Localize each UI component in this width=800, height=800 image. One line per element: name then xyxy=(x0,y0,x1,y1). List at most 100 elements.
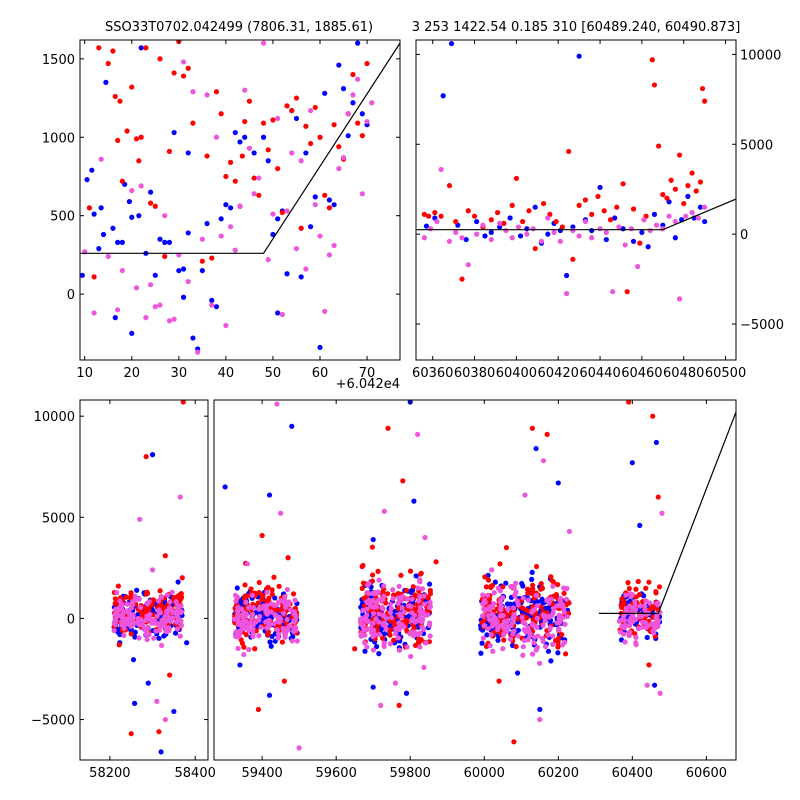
bottom-right-point-magenta xyxy=(376,619,382,625)
top-left-point-magenta xyxy=(279,311,285,318)
bottom-right-point-magenta xyxy=(364,599,370,605)
bottom-right-point-magenta xyxy=(535,633,541,639)
bottom-left-point-magenta xyxy=(112,616,119,622)
top-right-point-red xyxy=(702,98,708,104)
top-right-point-red xyxy=(614,204,620,210)
left-chart-title: SSO33T0702.042499 (7806.31, 1885.61) xyxy=(105,20,373,35)
bottom-right-point-blue xyxy=(362,648,368,654)
bottom-right-point-magenta xyxy=(531,640,537,646)
top-left-point-blue xyxy=(119,239,125,245)
top-left-point-blue xyxy=(171,129,177,136)
bottom-right-point-magenta xyxy=(264,625,270,631)
bottom-right-point-magenta xyxy=(291,619,298,625)
top-left-point-red xyxy=(117,98,123,104)
bottom-left-point-magenta xyxy=(130,601,136,608)
bottom-right-point-magenta xyxy=(481,622,487,629)
top-right-point-red xyxy=(601,208,607,214)
bottom-right-point-magenta xyxy=(423,640,429,646)
bottom-right-point-magenta xyxy=(420,609,426,615)
bottom-right-point-blue xyxy=(376,651,382,657)
bottom-left-point-magenta xyxy=(121,621,128,627)
bottom-right-point-red xyxy=(412,642,419,648)
top-right-point-magenta xyxy=(509,235,515,241)
bottom-right-point-magenta xyxy=(642,603,648,609)
top-right-point-red xyxy=(438,213,444,219)
bottom-right-point-red xyxy=(561,590,567,596)
top-right-point-magenta xyxy=(683,213,689,219)
bottom-right-point-red xyxy=(481,618,487,624)
bottom-right-point-magenta xyxy=(257,606,263,612)
bottom-right-point-blue xyxy=(484,632,490,638)
top-left-point-blue xyxy=(98,205,104,211)
bottom-right-point-red xyxy=(529,425,535,431)
top-left-point-magenta xyxy=(322,308,328,314)
bottom-right-point-magenta xyxy=(657,690,663,696)
bottom-right-point-magenta xyxy=(256,633,262,639)
bottom-right-point-red xyxy=(387,632,393,638)
top-left-point-magenta xyxy=(336,166,342,172)
bottom-right-point-magenta xyxy=(655,618,661,624)
top-left-point-blue xyxy=(89,167,95,173)
bottom-right-point-magenta xyxy=(566,528,573,535)
top-left-point-magenta xyxy=(227,224,234,230)
bottom-left-point-magenta xyxy=(121,632,127,638)
bottom-right-point-blue xyxy=(290,634,296,640)
bottom-right-scatter-plot: 59400 59600 59800 60000 60200 60400 60600 xyxy=(213,399,737,781)
bottom-right-point-red xyxy=(375,568,381,574)
bottom-left-point-magenta xyxy=(164,608,170,614)
bottom-right-point-magenta xyxy=(396,583,402,589)
bottom-left-point-red xyxy=(167,672,173,678)
bottom-right-point-blue xyxy=(373,644,380,650)
top-left-point-magenta xyxy=(307,107,314,114)
bottom-right-point-magenta xyxy=(396,647,403,653)
top-left-point-red xyxy=(152,203,158,209)
bottom-right-point-magenta xyxy=(397,611,403,617)
top-left-point-blue xyxy=(218,216,224,222)
bottom-right-point-red xyxy=(562,651,569,657)
top-left-point-red xyxy=(185,65,191,71)
top-left-point-magenta xyxy=(298,158,304,164)
bottom-right-point-magenta xyxy=(510,615,516,621)
bottom-right-point-magenta xyxy=(559,642,566,648)
bottom-right-point-magenta xyxy=(495,585,501,591)
bottom-right-point-blue xyxy=(411,498,417,504)
top-left-point-blue xyxy=(91,211,97,217)
bottom-right-point-red xyxy=(385,425,391,431)
right-chart-title: 3 253 1422.54 0.185 310 [60489.240, 6049… xyxy=(412,20,741,35)
bottom-right-point-magenta xyxy=(381,508,387,514)
top-right-ytick-label: 5000 xyxy=(740,138,773,153)
top-right-point-magenta xyxy=(570,227,576,234)
bottom-right-point-magenta xyxy=(233,598,239,604)
bottom-left-point-magenta xyxy=(138,604,144,611)
bottom-right-point-red xyxy=(271,574,277,580)
top-right-point-blue xyxy=(589,227,595,234)
bottom-right-point-magenta xyxy=(392,680,399,686)
bottom-right-point-magenta xyxy=(540,458,547,464)
bottom-left-point-magenta xyxy=(174,626,180,632)
bottom-left-point-magenta xyxy=(117,598,123,604)
top-left-point-red xyxy=(105,60,111,67)
top-right-point-magenta xyxy=(488,236,494,243)
bottom-ytick-label: 10000 xyxy=(34,410,75,425)
top-right-ytick-label: 0 xyxy=(740,228,748,243)
top-left-point-red xyxy=(242,118,248,125)
top-left-point-blue xyxy=(312,194,318,200)
bottom-right-point-red xyxy=(392,621,398,627)
bottom-right-point-blue xyxy=(495,637,501,643)
top-right-point-magenta xyxy=(641,217,647,223)
top-right-point-red xyxy=(459,276,465,282)
bottom-right-point-red xyxy=(501,637,507,643)
bottom-left-point-magenta xyxy=(114,608,120,614)
bottom-right-point-red xyxy=(483,584,490,590)
top-left-point-magenta xyxy=(162,213,168,219)
bottom-right-point-red xyxy=(361,595,367,601)
top-left-point-magenta xyxy=(369,100,375,106)
bottom-right-point-magenta xyxy=(519,615,525,621)
bottom-right-point-red xyxy=(241,644,247,650)
bottom-right-point-red xyxy=(626,400,632,405)
bottom-left-point-red xyxy=(123,594,129,600)
top-right-point-red xyxy=(620,181,626,187)
bottom-right-point-magenta xyxy=(271,621,277,627)
bottom-right-point-blue xyxy=(533,445,539,452)
top-left-point-blue xyxy=(152,272,158,278)
